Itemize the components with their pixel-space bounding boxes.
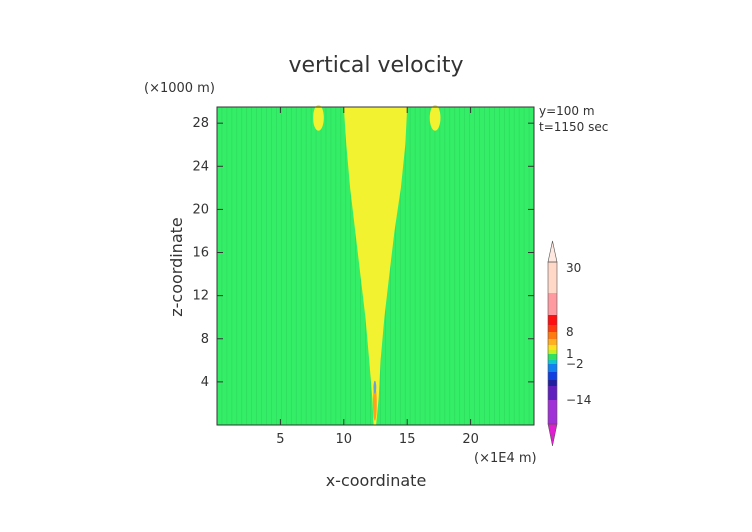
colorbar-tick-label: 1 bbox=[566, 347, 574, 361]
colorbar-band bbox=[548, 345, 557, 350]
y-tick-label: 16 bbox=[192, 246, 209, 261]
colorbar-band bbox=[548, 293, 557, 315]
colorbar-frame bbox=[547, 261, 558, 425]
colorbar-band bbox=[548, 372, 557, 380]
right-bubble-region bbox=[429, 104, 441, 131]
colorbar-top-arrow bbox=[547, 240, 558, 263]
x-tick-label: 10 bbox=[336, 432, 353, 447]
x-tick-label: 15 bbox=[399, 432, 416, 447]
contour-features bbox=[313, 104, 441, 425]
colorbar-band bbox=[548, 386, 557, 400]
colorbar-band bbox=[548, 332, 557, 339]
core-blue-region bbox=[373, 380, 377, 394]
plume-region bbox=[343, 107, 408, 425]
colorbar bbox=[547, 240, 558, 447]
core-orange-region bbox=[372, 386, 377, 421]
plot-area bbox=[216, 104, 535, 426]
x-unit-label: (×1E4 m) bbox=[474, 451, 537, 466]
colorbar-band bbox=[548, 350, 557, 354]
colorbar-band bbox=[548, 315, 557, 325]
y-unit-label: (×1000 m) bbox=[144, 81, 215, 96]
annotation-y-position: y=100 m bbox=[539, 104, 595, 118]
colorbar-tick-label: 8 bbox=[566, 325, 574, 339]
colorbar-tick-label: 30 bbox=[566, 261, 581, 275]
x-axis-label: x-coordinate bbox=[326, 471, 427, 490]
colorbar-labels: 30 8 1−2 −14 bbox=[566, 261, 591, 407]
chart-title: vertical velocity bbox=[288, 53, 463, 78]
y-tick-label: 28 bbox=[192, 116, 209, 131]
colorbar-band bbox=[548, 380, 557, 386]
y-tick-label: 4 bbox=[201, 375, 209, 390]
field-grid-lines bbox=[221, 107, 530, 425]
colorbar-band bbox=[548, 354, 557, 360]
colorbar-bottom-arrow bbox=[547, 423, 558, 447]
y-tick-label: 20 bbox=[192, 202, 209, 217]
plot-frame bbox=[216, 106, 535, 426]
left-bubble-region bbox=[313, 104, 324, 131]
colorbar-band bbox=[548, 364, 557, 372]
colorbar-band bbox=[548, 360, 557, 364]
x-tick-label: 20 bbox=[462, 432, 479, 447]
colorbar-tick-label: −2 bbox=[566, 357, 584, 371]
y-axis-label: z-coordinate bbox=[167, 217, 186, 317]
x-tick-label: 5 bbox=[276, 432, 284, 447]
colorbar-band bbox=[548, 339, 557, 345]
colorbar-tick-label: −14 bbox=[566, 393, 591, 407]
x-axis-ticks: 5 10 15 20 bbox=[276, 107, 479, 447]
colorbar-band bbox=[548, 262, 557, 293]
colorbar-band bbox=[548, 325, 557, 332]
colorbar-band bbox=[548, 400, 557, 424]
annotation-time: t=1150 sec bbox=[539, 120, 608, 134]
y-tick-label: 8 bbox=[201, 332, 209, 347]
y-tick-label: 24 bbox=[192, 159, 209, 174]
y-tick-label: 12 bbox=[192, 289, 209, 304]
y-axis-ticks: 4 8 12 16 20 24 28 bbox=[192, 116, 534, 390]
